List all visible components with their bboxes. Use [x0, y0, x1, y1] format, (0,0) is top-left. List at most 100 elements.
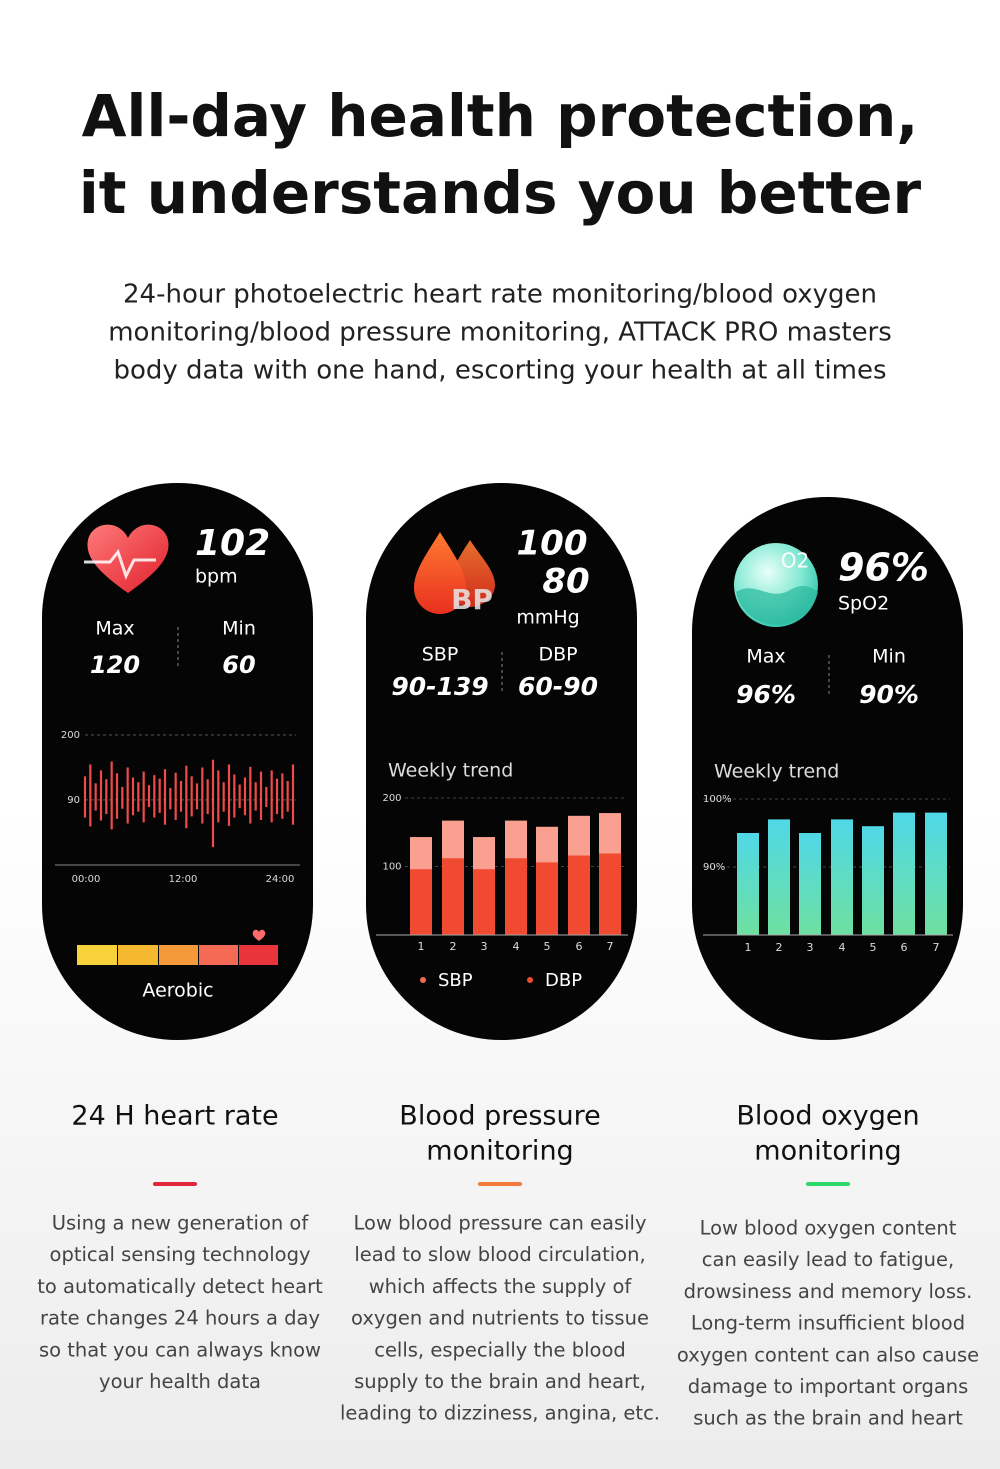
description: drowsiness and memory loss. — [684, 1280, 973, 1303]
subtitle: monitoring/blood pressure monitoring, AT… — [108, 318, 892, 348]
title: All-day health protection, — [82, 82, 919, 150]
description: supply to the brain and heart, — [354, 1370, 646, 1393]
bar — [893, 812, 915, 935]
bar — [473, 869, 495, 935]
y-tick-label: 200 — [61, 730, 80, 741]
bar — [831, 819, 853, 935]
legend-label: SBP — [438, 970, 473, 991]
legend-dot — [527, 977, 533, 983]
x-tick-label: 12:00 — [169, 874, 198, 885]
description: oxygen and nutrients to tissue — [351, 1307, 649, 1330]
bar — [505, 858, 527, 935]
x-tick-label: 5 — [870, 941, 877, 954]
description: so that you can always know — [39, 1338, 321, 1361]
bar — [599, 853, 621, 935]
systolic: 100 — [517, 524, 588, 564]
bar — [768, 819, 790, 935]
description: lead to slow blood circulation, — [354, 1243, 645, 1266]
chart-title: Weekly trend — [388, 760, 513, 782]
icon-text: O2 — [781, 549, 809, 573]
x-tick-label: 2 — [450, 940, 457, 953]
zone-label: Aerobic — [142, 980, 213, 1002]
stat-value: 60-90 — [518, 672, 598, 701]
zone-bar — [77, 929, 278, 965]
oxygen-wave — [736, 586, 818, 625]
heart-rate: 102 — [195, 523, 270, 564]
description: Using a new generation of — [52, 1212, 310, 1235]
zone — [77, 945, 117, 965]
bar — [799, 833, 821, 935]
x-tick-label: 6 — [901, 941, 908, 954]
drop-icon — [450, 540, 495, 607]
y-tick-label: 90% — [703, 862, 725, 873]
legend-label: DBP — [545, 970, 582, 991]
stat-value: 60 — [222, 651, 255, 679]
description: can easily lead to fatigue, — [702, 1248, 954, 1271]
zone-marker — [252, 929, 266, 941]
stat-value: 96% — [736, 680, 796, 709]
x-tick-label: 4 — [839, 941, 846, 954]
bar — [536, 862, 558, 935]
unit: mmHg — [516, 607, 579, 629]
stat-value: 120 — [90, 651, 140, 679]
x-tick-label: 7 — [933, 941, 940, 954]
y-tick-label: 90 — [67, 795, 80, 806]
subtitle: body data with one hand, escorting your … — [113, 356, 886, 386]
accent-line — [806, 1182, 850, 1186]
heading: 24 H heart rate — [71, 1101, 278, 1132]
zone — [239, 945, 278, 965]
x-tick-label: 3 — [807, 941, 814, 954]
bar — [442, 858, 464, 935]
accent-line — [153, 1182, 197, 1186]
x-tick-label: 3 — [481, 940, 488, 953]
watch-screen — [42, 483, 313, 1040]
title: it understands you better — [79, 159, 922, 227]
heading: Blood oxygen — [736, 1101, 919, 1132]
description: Long-term insufficient blood — [691, 1312, 965, 1335]
description: Low blood oxygen content — [700, 1217, 957, 1240]
zone — [159, 945, 198, 965]
x-tick-label: 2 — [776, 941, 783, 954]
description: to automatically detect heart — [37, 1275, 323, 1298]
pulse-icon — [84, 548, 156, 580]
description: cells, especially the blood — [374, 1338, 626, 1361]
legend-dot — [420, 977, 426, 983]
diastolic: 80 — [542, 562, 589, 602]
heading: Blood pressure — [399, 1101, 600, 1132]
icon-text: BP — [451, 583, 493, 616]
subtitle: 24-hour photoelectric heart rate monitor… — [123, 280, 877, 310]
x-tick-label: 6 — [576, 940, 583, 953]
zone — [118, 945, 158, 965]
x-tick-label: 7 — [607, 940, 614, 953]
stat-label: Max — [95, 618, 134, 640]
spo2-value: 96% — [838, 546, 929, 590]
description: rate changes 24 hours a day — [40, 1307, 320, 1330]
zone — [199, 945, 238, 965]
description: Low blood pressure can easily — [354, 1212, 647, 1235]
heading: monitoring — [426, 1136, 573, 1167]
stat-label: Max — [746, 646, 785, 668]
x-tick-label: 00:00 — [72, 874, 101, 885]
stat-label: DBP — [538, 644, 577, 666]
x-tick-label: 4 — [513, 940, 520, 953]
bar — [410, 869, 432, 935]
description: damage to important organs — [688, 1375, 969, 1398]
stat-label: Min — [222, 618, 256, 640]
unit: SpO2 — [838, 593, 889, 615]
chart-title: Weekly trend — [714, 761, 839, 783]
description: optical sensing technology — [50, 1243, 311, 1266]
description: such as the brain and heart — [693, 1407, 963, 1430]
description: oxygen content can also cause — [677, 1343, 979, 1366]
x-tick-label: 1 — [418, 940, 425, 953]
heart-icon — [87, 524, 169, 593]
stat-value: 90-139 — [391, 672, 488, 701]
accent-line — [478, 1182, 522, 1186]
x-tick-label: 24:00 — [266, 874, 295, 885]
stat-label: Min — [872, 646, 906, 668]
unit: bpm — [195, 566, 238, 588]
heading: monitoring — [754, 1136, 901, 1167]
description: your health data — [99, 1370, 261, 1393]
x-tick-label: 5 — [544, 940, 551, 953]
